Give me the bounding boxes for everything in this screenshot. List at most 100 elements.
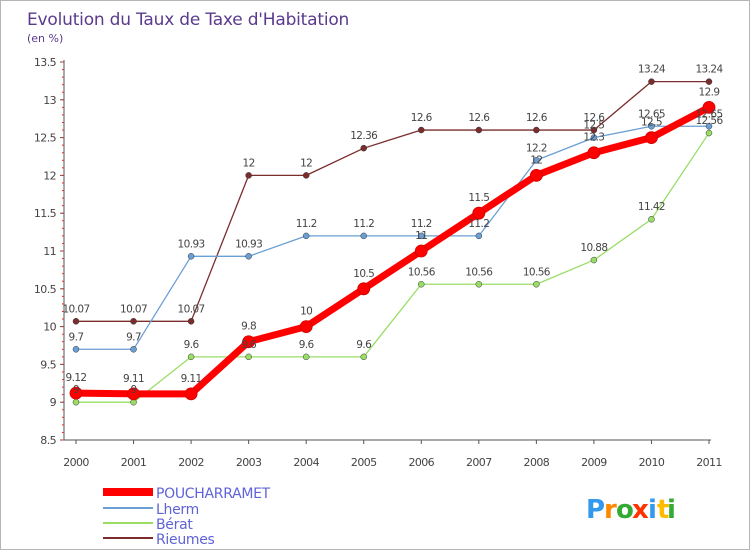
data-point bbox=[472, 206, 486, 220]
data-point bbox=[414, 244, 428, 258]
data-label: 10.56 bbox=[523, 266, 551, 278]
data-point bbox=[475, 281, 483, 288]
data-point bbox=[705, 123, 713, 130]
data-label: 12.65 bbox=[638, 108, 665, 120]
y-tick-label: 9 bbox=[50, 396, 57, 409]
data-point bbox=[702, 100, 716, 114]
data-point bbox=[418, 232, 425, 240]
data-point bbox=[302, 172, 310, 179]
x-tick-label: 2007 bbox=[466, 456, 492, 469]
y-tick-label: 13 bbox=[43, 94, 56, 107]
data-point bbox=[299, 320, 313, 334]
series-line-0 bbox=[72, 103, 713, 398]
data-label: 11.2 bbox=[468, 218, 489, 230]
y-tick-label: 11.5 bbox=[34, 207, 57, 220]
data-point bbox=[130, 318, 137, 325]
y-tick-label: 12 bbox=[43, 169, 56, 182]
data-point bbox=[705, 78, 713, 85]
brand-letter: i bbox=[667, 495, 676, 525]
series-layer: 9.12 9.11 9.119.81010.51111.51212.312.512.… bbox=[62, 64, 724, 406]
data-label: 9.7 bbox=[126, 331, 141, 343]
y-tick-label: 8.5 bbox=[40, 434, 56, 447]
data-point bbox=[187, 353, 195, 361]
data-label: 12.6 bbox=[526, 112, 548, 124]
axes: 8.5 9 9.5 10 10.5 11 11.5 12 12.5 13 13.5 2000 2001 2… bbox=[34, 56, 722, 469]
data-point bbox=[705, 129, 713, 137]
data-label: 12.56 bbox=[695, 115, 723, 127]
data-label: 10.93 bbox=[178, 238, 205, 250]
data-label: 9.8 bbox=[241, 321, 256, 333]
data-label: 10.07 bbox=[120, 303, 147, 315]
brand-letter: i bbox=[648, 495, 657, 525]
data-point bbox=[187, 318, 195, 325]
data-point bbox=[587, 146, 601, 160]
data-label: 12.3 bbox=[583, 132, 604, 144]
data-label: 10.56 bbox=[465, 266, 493, 278]
brand-letter: x bbox=[632, 495, 649, 525]
data-label: 10.5 bbox=[353, 268, 374, 280]
legend-label-0: POUCHARRAMET bbox=[156, 486, 271, 502]
data-point bbox=[360, 232, 367, 240]
data-label: 11.42 bbox=[638, 201, 665, 213]
data-point bbox=[69, 386, 83, 400]
data-point bbox=[360, 144, 367, 152]
y-tick-label: 12.5 bbox=[34, 132, 57, 145]
data-label: 9.6 bbox=[299, 339, 315, 351]
data-label: 9.6 bbox=[356, 339, 372, 351]
data-point bbox=[130, 346, 137, 353]
data-label: 9.6 bbox=[241, 339, 257, 351]
data-label: 12 bbox=[243, 157, 255, 169]
brand-letter: t bbox=[657, 495, 670, 525]
data-point bbox=[475, 126, 483, 134]
data-label: 12.6 bbox=[583, 112, 605, 124]
data-point bbox=[533, 126, 540, 134]
data-label: 12.2 bbox=[526, 142, 547, 154]
data-point bbox=[360, 353, 367, 361]
y-tick-label: 11 bbox=[43, 245, 56, 258]
data-point bbox=[590, 134, 598, 141]
data-label: 11.5 bbox=[468, 192, 489, 204]
x-tick-label: 2001 bbox=[121, 456, 147, 469]
data-point bbox=[645, 131, 658, 145]
data-point bbox=[357, 282, 371, 296]
data-point bbox=[529, 168, 543, 182]
data-label: 9 bbox=[130, 384, 136, 396]
series-line-3 bbox=[75, 81, 710, 322]
data-point bbox=[72, 346, 80, 353]
data-point bbox=[418, 281, 425, 288]
data-label: 10.07 bbox=[178, 303, 205, 315]
x-tick-label: 2011 bbox=[696, 456, 722, 469]
data-point bbox=[242, 335, 256, 349]
x-tick-label: 2006 bbox=[408, 456, 434, 469]
legend-label-1: Lherm bbox=[156, 502, 199, 518]
data-label: 12.6 bbox=[468, 112, 490, 124]
data-point bbox=[533, 281, 540, 288]
y-tick-label: 10 bbox=[43, 321, 56, 334]
data-point bbox=[590, 256, 598, 264]
data-label: 10.07 bbox=[62, 303, 89, 315]
series-line-2 bbox=[75, 132, 710, 403]
data-label: 10.88 bbox=[580, 242, 607, 254]
y-tick-label: 10.5 bbox=[34, 283, 57, 296]
data-label: 9.7 bbox=[69, 331, 84, 343]
brand-letter: r bbox=[604, 495, 617, 525]
data-label: 9.11 bbox=[123, 373, 144, 385]
data-point bbox=[72, 398, 80, 406]
data-label: 10.56 bbox=[408, 266, 436, 278]
chart-subtitle: (en %) bbox=[27, 32, 63, 45]
brand-letter: o bbox=[616, 495, 634, 525]
data-label: 9 bbox=[73, 384, 79, 396]
data-label: 12.65 bbox=[695, 108, 722, 120]
data-label: 9.11 bbox=[181, 373, 202, 385]
legend-label-3: Rieumes bbox=[156, 532, 215, 548]
data-label: 13.24 bbox=[695, 64, 723, 76]
data-label: 12.9 bbox=[699, 86, 720, 98]
x-tick-label: 2010 bbox=[639, 456, 665, 469]
x-tick-label: 2000 bbox=[63, 456, 89, 469]
data-label: 11.2 bbox=[411, 218, 432, 230]
data-label: 11.2 bbox=[353, 218, 374, 230]
